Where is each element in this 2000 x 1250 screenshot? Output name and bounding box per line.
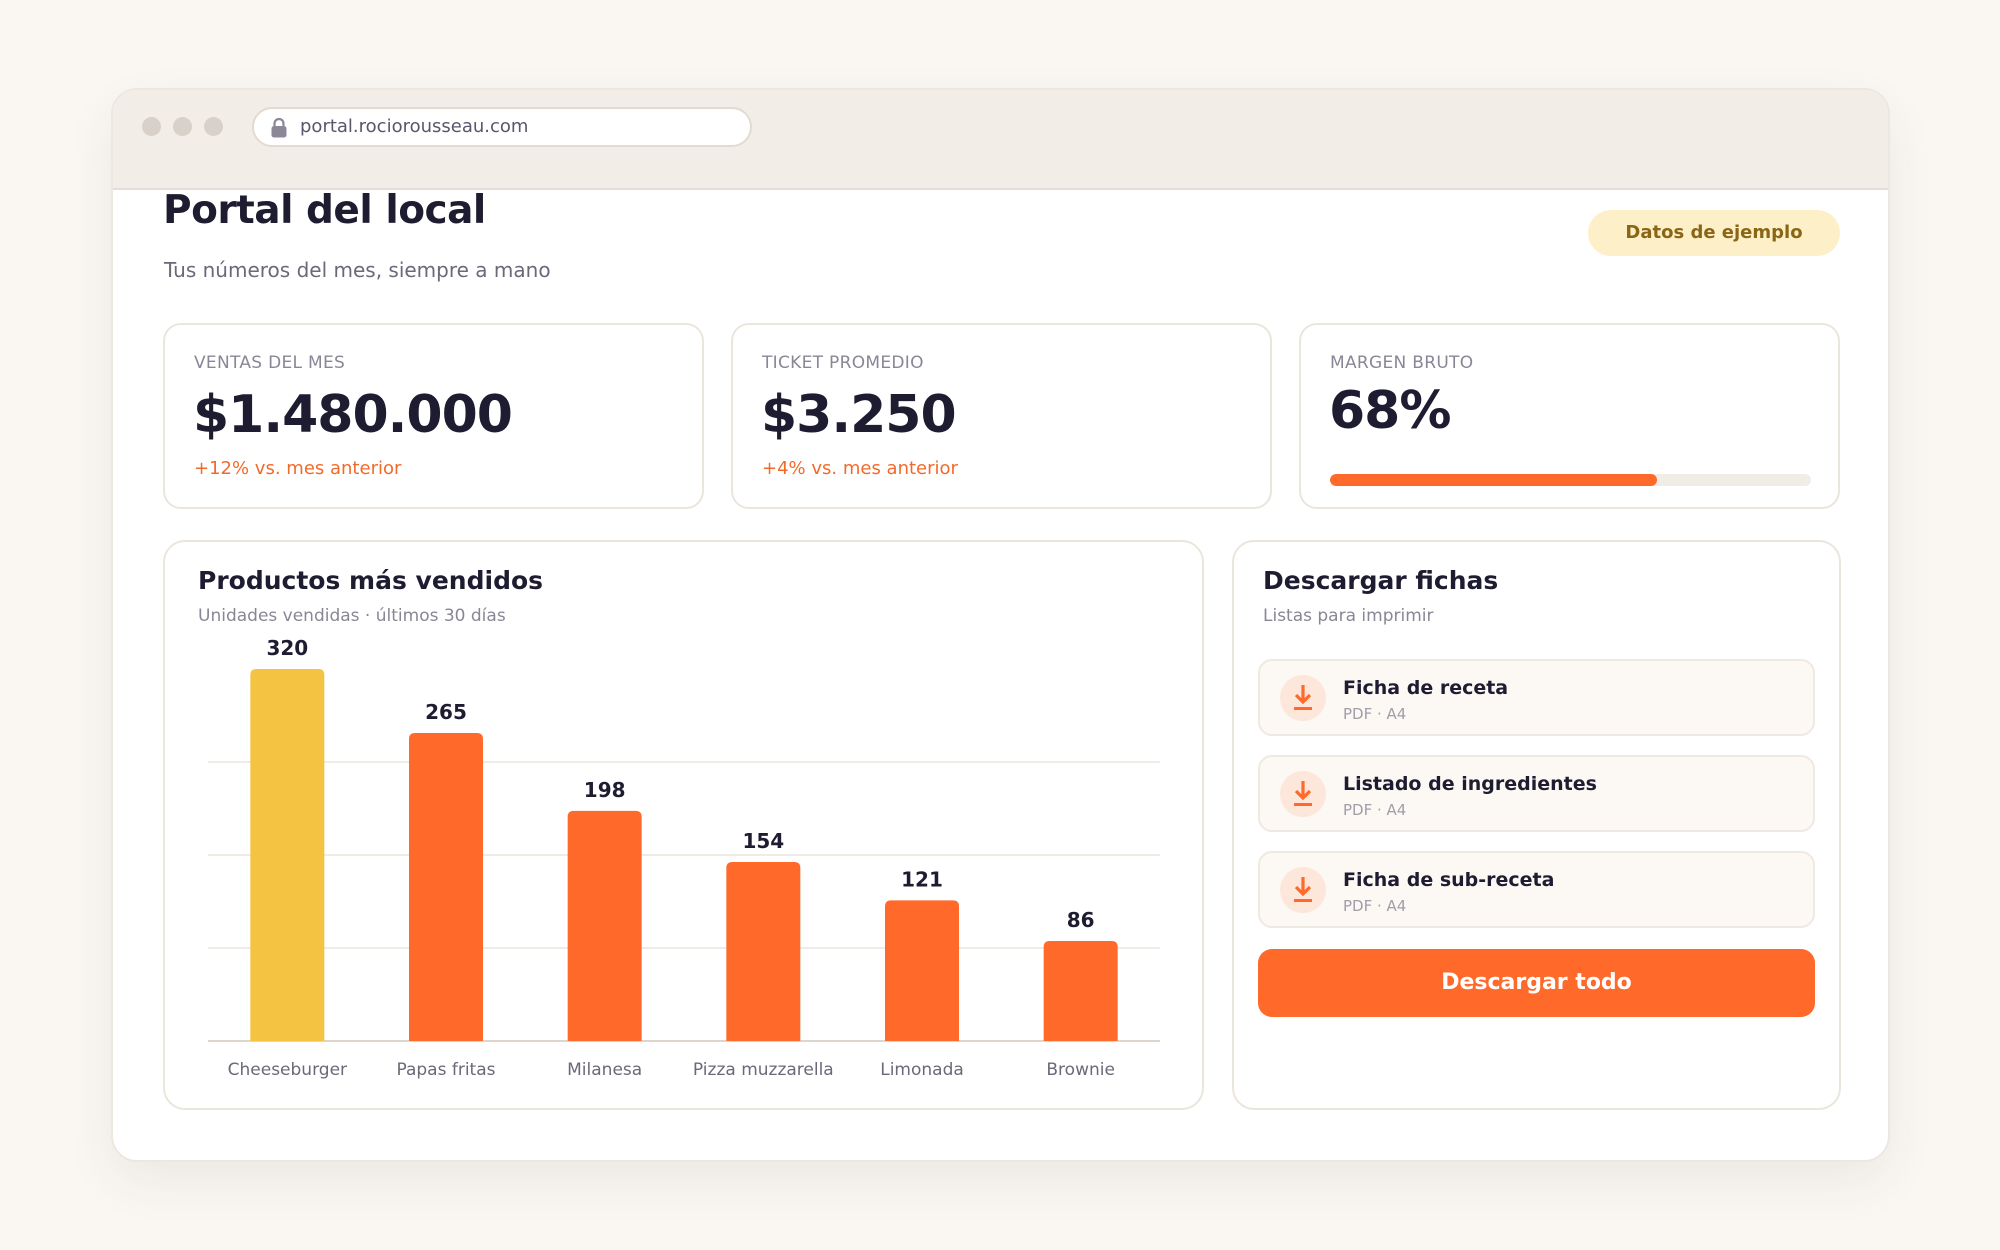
chart-bar	[567, 810, 642, 1041]
download-item-title: Ficha de receta	[1343, 677, 1509, 699]
kpi-value: 68%	[1329, 381, 1451, 441]
chart-bar	[726, 861, 801, 1041]
page-subtitle: Tus números del mes, siempre a mano	[164, 258, 551, 282]
download-item-meta: PDF · A4	[1343, 801, 1407, 819]
download-item-subrecipe[interactable]: Ficha de sub-receta PDF · A4	[1258, 851, 1815, 928]
chart-data-label: 86	[1067, 908, 1095, 932]
kpi-label: TICKET PROMEDIO	[762, 353, 924, 373]
sample-data-badge: Datos de ejemplo	[1588, 210, 1840, 256]
kpi-delta: +4% vs. mes anterior	[762, 458, 958, 479]
chart-data-label: 154	[742, 829, 784, 853]
download-item-ingredients[interactable]: Listado de ingredientes PDF · A4	[1258, 755, 1815, 832]
kpi-delta: +12% vs. mes anterior	[194, 458, 402, 479]
bar-chart: 320 Cheeseburger 265 Papas fritas 198 Milanes…	[208, 636, 1160, 1080]
lock-icon	[270, 117, 288, 139]
top-products-panel: Productos más vendidos Unidades vendidas…	[163, 540, 1204, 1110]
margin-progress-fill	[1330, 474, 1658, 486]
download-icon	[1280, 771, 1326, 817]
chart-category-label: Brownie	[1046, 1060, 1115, 1080]
kpi-card-sales: VENTAS DEL MES $1.480.000 +12% vs. mes a…	[163, 323, 704, 509]
kpi-value: $1.480.000	[193, 385, 513, 445]
window-close-dot[interactable]	[142, 117, 161, 136]
margin-progress-track	[1330, 474, 1811, 486]
window-minimize-dot[interactable]	[173, 117, 192, 136]
kpi-card-margin: MARGEN BRUTO 68%	[1299, 323, 1840, 509]
browser-window: portal.rociorousseau.com Portal del loca…	[111, 88, 1890, 1162]
chart-bar	[1043, 941, 1118, 1041]
kpi-card-ticket: TICKET PROMEDIO $3.250 +4% vs. mes anter…	[731, 323, 1272, 509]
chart-category-label: Pizza muzzarella	[693, 1060, 834, 1080]
download-item-meta: PDF · A4	[1343, 705, 1407, 723]
chart-data-label: 198	[584, 778, 626, 802]
download-all-button[interactable]: Descargar todo	[1258, 949, 1815, 1017]
download-icon	[1280, 867, 1326, 913]
address-bar[interactable]: portal.rociorousseau.com	[252, 107, 752, 147]
chart-data-label: 320	[266, 636, 308, 660]
downloads-title: Descargar fichas	[1263, 566, 1499, 595]
page-title: Portal del local	[163, 188, 486, 233]
kpi-label: VENTAS DEL MES	[194, 353, 346, 373]
window-maximize-dot[interactable]	[204, 117, 223, 136]
chart-bar	[250, 669, 325, 1041]
chart-bar	[409, 732, 483, 1041]
chart-subtitle: Unidades vendidas · últimos 30 días	[198, 606, 506, 626]
chart-category-label: Papas fritas	[396, 1060, 495, 1080]
chart-data-label: 265	[425, 700, 467, 724]
download-icon	[1280, 675, 1326, 721]
downloads-subtitle: Listas para imprimir	[1263, 606, 1434, 626]
browser-chrome: portal.rociorousseau.com	[113, 90, 1888, 190]
kpi-label: MARGEN BRUTO	[1330, 353, 1474, 373]
downloads-panel: Descargar fichas Listas para imprimir Fi…	[1232, 540, 1841, 1110]
chart-category-label: Milanesa	[567, 1060, 642, 1080]
download-item-title: Listado de ingredientes	[1343, 773, 1597, 795]
download-item-title: Ficha de sub-receta	[1343, 869, 1555, 891]
kpi-value: $3.250	[761, 385, 957, 445]
url-text: portal.rociorousseau.com	[300, 116, 529, 137]
chart-category-label: Cheeseburger	[228, 1060, 347, 1080]
chart-data-label: 121	[901, 867, 943, 891]
chart-category-label: Limonada	[880, 1060, 964, 1080]
download-item-recipe[interactable]: Ficha de receta PDF · A4	[1258, 659, 1815, 736]
chart-title: Productos más vendidos	[198, 566, 544, 595]
download-item-meta: PDF · A4	[1343, 897, 1407, 915]
chart-bar	[885, 900, 959, 1041]
